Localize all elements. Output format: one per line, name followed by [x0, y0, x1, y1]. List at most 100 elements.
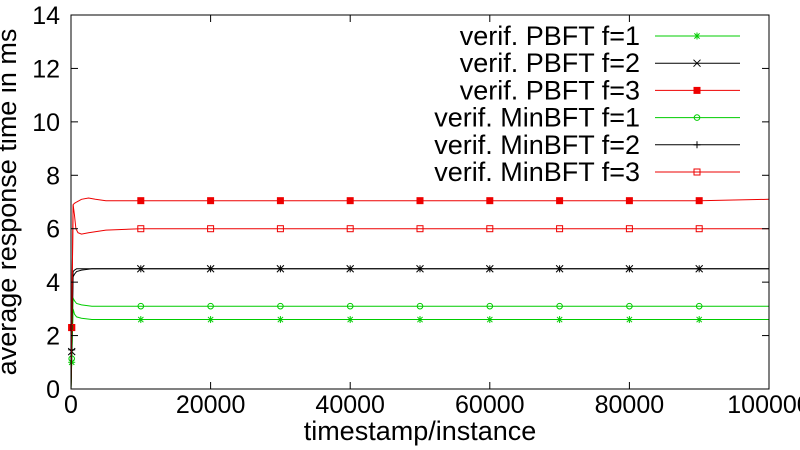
- series-3-point-9: [625, 197, 633, 205]
- series-6-point-1: [68, 324, 76, 332]
- y-tick-label: 4: [46, 269, 60, 297]
- series-1-point-3-stroke: [207, 316, 214, 323]
- legend-marker: [693, 32, 701, 40]
- legend-label: verif. MinBFT f=3: [434, 157, 640, 187]
- series-3-point-7-shape: [486, 197, 494, 205]
- series-3-point-5: [346, 197, 354, 205]
- series-layer: [67, 197, 770, 390]
- series-6-point-2-shape: [137, 225, 145, 233]
- series-6-point-4: [276, 225, 284, 233]
- series-4-point-3-shape: [207, 302, 214, 310]
- series-6-point-7-shape: [486, 225, 494, 233]
- legend-marker-stroke: [694, 33, 700, 39]
- series-3-point-5-shape: [346, 197, 354, 205]
- legend-item-4: verif. MinBFT f=1: [434, 103, 740, 133]
- series-1-point-6-stroke: [417, 316, 423, 323]
- series-1: [68, 308, 769, 390]
- series-6-point-7: [486, 225, 494, 233]
- series-4-point-4: [277, 302, 284, 310]
- series-4-point-10: [695, 302, 703, 310]
- y-tick-label: 8: [46, 162, 60, 190]
- series-1-point-7-stroke: [486, 316, 493, 323]
- series-5-point-4: [276, 265, 284, 273]
- series-4-point-6: [416, 302, 424, 310]
- series-4-point-10-shape: [695, 302, 703, 310]
- series-2: [67, 264, 769, 390]
- series-3-point-2-shape: [137, 197, 145, 205]
- series-3-point-8-shape: [556, 197, 564, 205]
- legend-marker-stroke: [693, 59, 701, 68]
- legend-item-1: verif. PBFT f=1: [460, 21, 740, 51]
- series-3-point-10-shape: [695, 197, 703, 205]
- x-axis-label: timestamp/instance: [304, 416, 537, 446]
- series-6-point-10-shape: [695, 225, 703, 233]
- x-tick-label: 60000: [455, 391, 525, 419]
- series-5-point-2: [137, 265, 145, 273]
- series-6-point-10: [695, 225, 703, 233]
- series-3-point-3: [207, 197, 215, 205]
- series-4-point-7: [486, 302, 494, 310]
- series-3-point-3-shape: [207, 197, 215, 205]
- series-6-point-4-shape: [276, 225, 284, 233]
- series-1-point-6: [416, 316, 424, 324]
- x-tick-label: 20000: [176, 391, 246, 419]
- y-tick-label: 14: [32, 2, 60, 30]
- series-1-point-8: [556, 316, 564, 324]
- series-1-point-7: [486, 316, 494, 324]
- series-5-point-5: [346, 265, 354, 273]
- series-4-point-5: [346, 302, 354, 310]
- series-4-point-2-shape: [137, 302, 145, 310]
- y-tick-label: 10: [32, 109, 60, 137]
- series-5-line: [70, 268, 769, 390]
- series-3: [68, 197, 770, 390]
- legend-item-6: verif. MinBFT f=3: [434, 157, 740, 187]
- legend-label: verif. MinBFT f=2: [434, 130, 640, 160]
- x-tick-label: 80000: [595, 391, 665, 419]
- series-3-point-4-shape: [276, 197, 284, 205]
- series-4-point-8-shape: [556, 302, 563, 310]
- x-tick-label: 0: [64, 391, 78, 419]
- legend-marker: [693, 114, 701, 121]
- series-4-point-9-shape: [626, 302, 633, 310]
- series-6-point-2: [137, 225, 145, 233]
- series-1-point-4-stroke: [277, 316, 284, 323]
- series-6-point-5-shape: [346, 225, 354, 233]
- legend-marker-shape: [693, 86, 701, 94]
- series-5-point-9: [625, 265, 633, 273]
- y-tick-label: 6: [46, 216, 60, 244]
- series-5: [68, 265, 769, 390]
- series-6-point-6-shape: [416, 225, 424, 233]
- series-6-point-9: [625, 225, 633, 233]
- legend-label: verif. PBFT f=3: [460, 75, 640, 105]
- series-3-point-10: [695, 197, 703, 205]
- legend-marker: [693, 141, 701, 149]
- series-6-line: [70, 204, 769, 390]
- series-3-point-7: [486, 197, 494, 205]
- y-tick-label: 12: [32, 55, 60, 83]
- series-4-point-4-shape: [277, 302, 284, 310]
- legend-marker: [693, 59, 701, 68]
- legend-item-2: verif. PBFT f=2: [460, 48, 740, 78]
- y-tick-label: 0: [46, 376, 60, 404]
- series-4-point-3: [207, 302, 214, 310]
- series-3-point-4: [276, 197, 284, 205]
- series-1-point-5-stroke: [347, 316, 354, 323]
- series-4-line: [70, 296, 769, 390]
- legend-item-3: verif. PBFT f=3: [460, 75, 740, 105]
- series-1-point-10-stroke: [696, 316, 703, 323]
- series-6-point-5: [346, 225, 354, 233]
- legend-marker: [693, 86, 701, 94]
- y-axis-label: average response time in ms: [0, 29, 22, 376]
- series-5-point-6: [416, 265, 424, 273]
- legend-marker-shape: [693, 114, 701, 121]
- legend-marker: [693, 168, 701, 176]
- plot-frame: [70, 14, 770, 390]
- x-tick-label: 40000: [315, 391, 385, 419]
- legend-label: verif. PBFT f=2: [460, 48, 640, 78]
- series-6-point-6: [416, 225, 424, 233]
- series-4-point-7-shape: [486, 302, 494, 310]
- legend-marker-shape: [693, 168, 701, 176]
